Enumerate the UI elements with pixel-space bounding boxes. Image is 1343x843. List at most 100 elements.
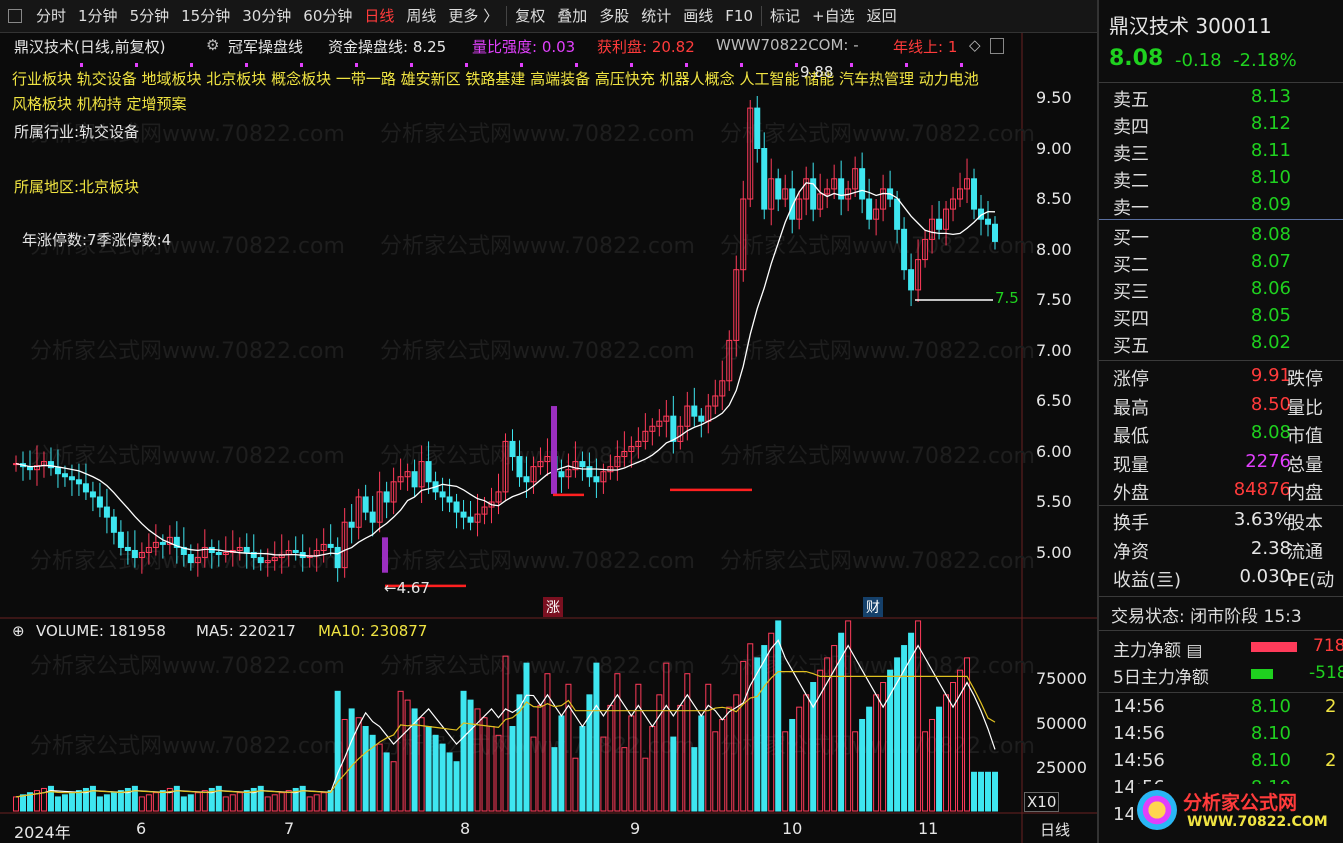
tick-row: 14:56 8.10 2	[1113, 750, 1337, 771]
price-tick-label: 7.00	[1036, 340, 1072, 360]
toolbar-item[interactable]: 15分钟	[181, 7, 231, 25]
volume-bar	[908, 632, 915, 812]
volume-bar	[880, 682, 887, 812]
toolbar-item[interactable]: 画线	[683, 7, 714, 25]
main-net5-label: 5日主力净额	[1113, 668, 1209, 688]
candle-body	[537, 461, 544, 468]
toolbar-item[interactable]: 统计	[641, 7, 672, 25]
candle-body	[439, 491, 446, 498]
kline-chart-area[interactable]: 分析家公式网www.70822.com 分析家公式网www.70822.com 分析…	[0, 33, 1097, 843]
volume-bar	[306, 796, 313, 812]
main-net-value: 718	[1313, 636, 1343, 656]
volume-bar	[173, 785, 180, 812]
toolbar-item[interactable]: 30分钟	[242, 7, 292, 25]
toolbar-item[interactable]: +自选	[812, 7, 855, 25]
candle-body	[103, 506, 110, 518]
volume-bar	[775, 620, 782, 812]
volume-tick-label: 75000	[1036, 669, 1087, 688]
indicator-name[interactable]: 冠军操盘线	[228, 38, 304, 56]
candle-body	[649, 425, 656, 432]
watermark-text: 分析家公式网www.70822.com	[30, 122, 345, 147]
candle-body	[586, 466, 593, 478]
volume-bar	[215, 785, 222, 812]
quote-last-price: 8.08	[1109, 46, 1164, 71]
volume-bar	[614, 673, 621, 812]
toolbar-item[interactable]: 分时	[36, 7, 67, 25]
toolbar-item[interactable]: 返回	[866, 7, 897, 25]
quote-change: -0.18	[1175, 50, 1222, 71]
volume-bar	[656, 694, 663, 812]
candle-body	[950, 198, 957, 210]
candle-body	[901, 228, 908, 271]
volume-bar	[285, 790, 292, 812]
volume-bar	[817, 669, 824, 812]
toolbar-item[interactable]: 叠加	[557, 7, 588, 25]
panel-toggle-icon[interactable]	[8, 9, 22, 23]
quote-row: 换手 3.63% 股本	[1113, 509, 1323, 534]
candle-body	[33, 465, 40, 471]
candle-body	[544, 456, 551, 463]
quote-row: 买四 8.05	[1113, 305, 1291, 330]
volume-bar	[929, 718, 936, 812]
main-net5-value: -518	[1309, 663, 1343, 683]
period-label[interactable]: 日线	[1040, 821, 1071, 839]
maximize-icon[interactable]	[990, 38, 1004, 54]
candle-body	[257, 557, 264, 564]
limit-up-stats: 年涨停数:7季涨停数:4	[22, 231, 172, 249]
volume-bar	[523, 662, 530, 812]
candle-body	[194, 557, 201, 564]
volume-bar	[96, 796, 103, 812]
financial-badge[interactable]: 财	[863, 597, 883, 617]
toolbar-item[interactable]: 1分钟	[78, 7, 118, 25]
toolbar-item[interactable]: 标记	[770, 7, 801, 25]
volume-bar	[789, 718, 796, 812]
candle-body	[614, 456, 621, 468]
volume-bar	[166, 787, 173, 812]
candle-body	[264, 560, 271, 564]
candle-body	[117, 531, 124, 548]
toolbar-item[interactable]: 5分钟	[129, 7, 170, 25]
volume-bar	[586, 694, 593, 812]
toolbar-item[interactable]: F10	[725, 7, 753, 25]
toolbar-item[interactable]: 60分钟	[303, 7, 353, 25]
volume-bar	[810, 682, 817, 812]
limit-up-badge[interactable]: 涨	[543, 597, 563, 617]
watermark-text: 分析家公式网www.70822.com	[720, 122, 1035, 147]
volume-bar	[250, 787, 257, 812]
toolbar-item[interactable]: 多股	[599, 7, 630, 25]
volume-bar	[236, 792, 243, 812]
volume-expand-icon[interactable]: ⊕	[12, 622, 25, 640]
volume-bar	[418, 717, 425, 812]
toolbar-item[interactable]: 日线	[364, 7, 395, 25]
settings-gear-icon[interactable]: ⚙	[206, 36, 220, 54]
candle-body	[201, 546, 208, 559]
diamond-icon[interactable]: ◇	[969, 36, 981, 54]
volume-bar	[61, 794, 68, 812]
signal-dot	[190, 63, 193, 67]
signal-dot	[355, 63, 358, 67]
candle-body	[180, 546, 187, 556]
toolbar-item[interactable]: 周线	[406, 7, 437, 25]
candle-body	[964, 178, 971, 190]
candle-body	[145, 546, 152, 554]
industry-label: 所属行业:轨交设备	[14, 123, 140, 141]
candle-body	[215, 552, 222, 556]
watermark-text: 分析家公式网www.70822.com	[380, 734, 695, 759]
toolbar-item[interactable]: 复权	[515, 7, 546, 25]
toolbar-item[interactable]: 更多 〉	[448, 7, 499, 25]
concept-line-2: 风格板块 机构持 定增预案	[12, 95, 187, 113]
signal-dot	[410, 63, 413, 67]
signal-bar	[382, 537, 388, 573]
volume-ratio-value: 量比强度: 0.03	[472, 38, 576, 56]
volume-bar	[964, 657, 971, 812]
year-line-value: 年线上: 1	[893, 38, 958, 56]
candle-body	[68, 476, 75, 481]
candle-body	[957, 188, 964, 200]
quote-row: 卖二 8.10	[1113, 167, 1291, 192]
candle-body	[852, 168, 859, 190]
signal-dot	[630, 63, 633, 67]
volume-bar	[299, 785, 306, 812]
volume-bar	[320, 792, 327, 812]
watermark-text: 分析家公式网www.70822.com	[380, 234, 695, 259]
price-tick-label: 6.50	[1036, 391, 1072, 410]
